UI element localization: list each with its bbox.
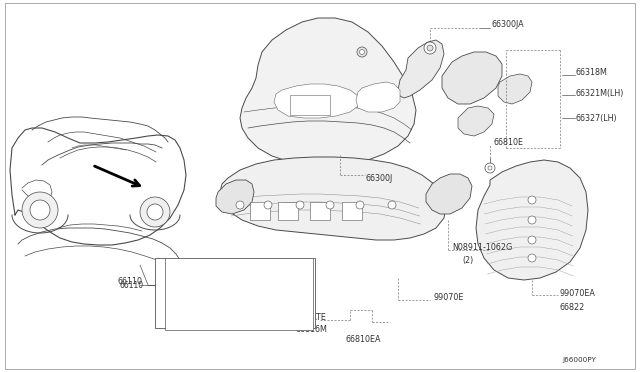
Circle shape <box>528 196 536 204</box>
Bar <box>342 202 362 220</box>
Text: 66320M(RH): 66320M(RH) <box>202 263 252 272</box>
Circle shape <box>424 42 436 54</box>
Text: 66810E: 66810E <box>494 138 524 147</box>
Bar <box>250 202 270 220</box>
Polygon shape <box>498 74 532 104</box>
Circle shape <box>22 192 58 228</box>
Text: 66816M: 66816M <box>295 326 327 334</box>
Circle shape <box>30 200 50 220</box>
Polygon shape <box>476 160 588 280</box>
Circle shape <box>140 197 170 227</box>
Circle shape <box>356 201 364 209</box>
Text: 66327(LH): 66327(LH) <box>576 113 618 122</box>
Bar <box>310 202 330 220</box>
Circle shape <box>427 45 433 51</box>
Circle shape <box>485 163 495 173</box>
Polygon shape <box>426 174 472 214</box>
Bar <box>155 258 315 328</box>
Text: 66300M: 66300M <box>202 294 234 302</box>
Text: 66810EA: 66810EA <box>345 336 381 344</box>
Circle shape <box>357 47 367 57</box>
Circle shape <box>528 216 536 224</box>
Circle shape <box>528 236 536 244</box>
Polygon shape <box>220 157 446 240</box>
Circle shape <box>360 49 365 55</box>
Bar <box>165 258 313 330</box>
Polygon shape <box>458 106 494 136</box>
Text: 66300J: 66300J <box>366 173 393 183</box>
Text: J66000PY: J66000PY <box>562 357 596 363</box>
Circle shape <box>147 204 163 220</box>
Polygon shape <box>398 40 444 98</box>
Text: 66300JA: 66300JA <box>492 19 525 29</box>
Text: 66110: 66110 <box>118 278 143 286</box>
Polygon shape <box>216 180 254 214</box>
Circle shape <box>528 254 536 262</box>
Text: 99070EA: 99070EA <box>560 289 596 298</box>
Text: (2): (2) <box>462 256 473 264</box>
Circle shape <box>264 201 272 209</box>
Bar <box>290 95 330 115</box>
Text: 66300M: 66300M <box>202 295 233 305</box>
Circle shape <box>296 201 304 209</box>
Text: 66822: 66822 <box>560 304 585 312</box>
Text: 66110: 66110 <box>120 280 144 289</box>
Circle shape <box>388 201 396 209</box>
Polygon shape <box>442 52 502 104</box>
Text: 66326(RH): 66326(RH) <box>202 282 243 292</box>
Circle shape <box>488 166 492 170</box>
Text: 66320M(RH): 66320M(RH) <box>202 264 250 273</box>
Polygon shape <box>274 84 358 118</box>
Polygon shape <box>356 82 400 112</box>
Polygon shape <box>240 18 416 166</box>
Circle shape <box>236 201 244 209</box>
Text: 66326(RH): 66326(RH) <box>202 280 244 289</box>
Circle shape <box>326 201 334 209</box>
Text: 66321M(LH): 66321M(LH) <box>576 89 625 97</box>
Text: 99070E: 99070E <box>433 292 463 301</box>
Text: MODEL No. PLATE: MODEL No. PLATE <box>255 314 326 323</box>
Text: N08911-1062G: N08911-1062G <box>452 243 512 251</box>
Bar <box>278 202 298 220</box>
Text: 66318M: 66318M <box>576 67 608 77</box>
